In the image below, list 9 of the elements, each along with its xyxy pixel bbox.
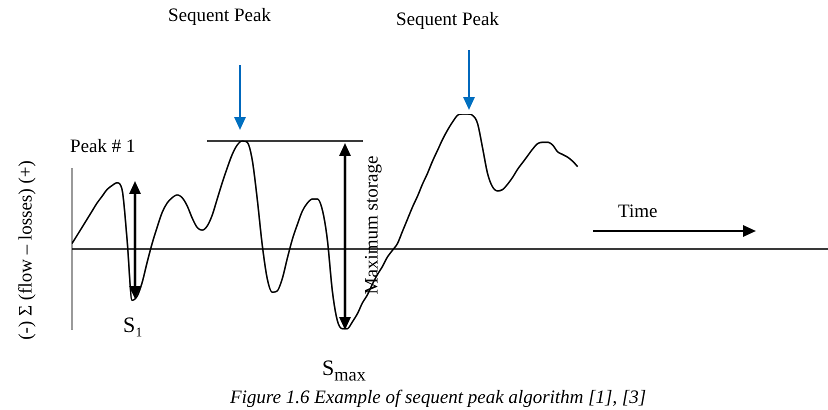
- x-axis-title: Time: [618, 201, 658, 222]
- text: Sequent Peak: [168, 5, 271, 26]
- y-axis-title: (-) Σ (flow – losses) (+): [16, 160, 36, 340]
- caption: Figure 1.6 Example of sequent peak algorithm [1], [3]: [230, 387, 646, 408]
- annotation: Peak # 1: [70, 136, 136, 157]
- annotation: S₁: [123, 312, 143, 337]
- text: S$_{max}$: [322, 355, 366, 384]
- text: Sequent Peak: [396, 9, 499, 30]
- annotation: Maximum storage: [362, 156, 382, 294]
